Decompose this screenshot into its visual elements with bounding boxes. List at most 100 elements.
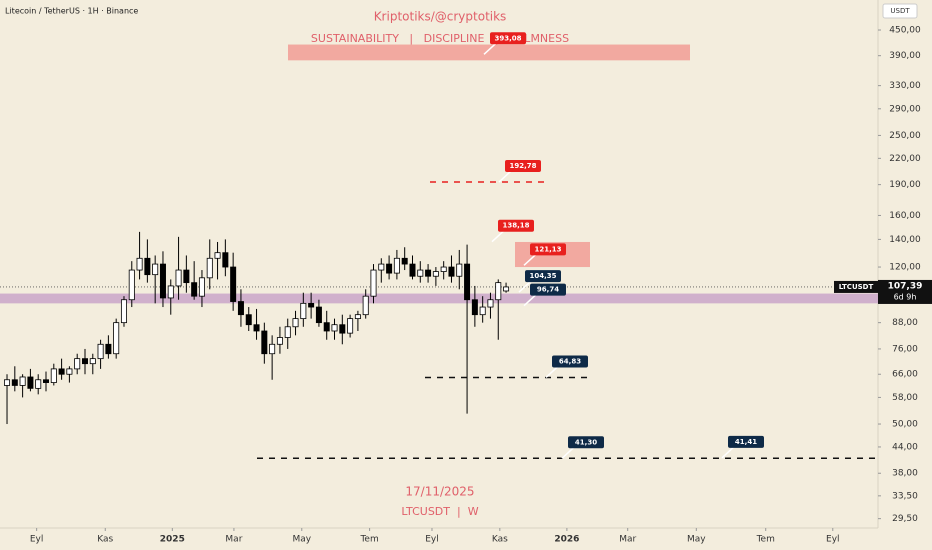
annotation-box [490,32,526,45]
annotation-tail [498,170,512,183]
price-tag-label: 107,39 [888,281,923,291]
candle-body [144,257,151,276]
annotation-tail [483,42,497,55]
candle-body [495,282,502,301]
candle-body [448,266,455,277]
annotation-box [530,283,566,296]
candle-body [4,379,11,386]
candle-body [175,269,182,287]
candle-body [331,324,338,332]
candle-body [253,324,260,332]
chart-title: Kriptotiks/@cryptotiks [374,10,507,24]
y-tick-label: 38,00 [892,469,918,479]
annotation-label: 192,78 [509,162,536,170]
annotation-tail [561,446,575,459]
annotation-box [498,219,534,232]
y-tick-label: 29,50 [892,514,918,524]
candle-body [128,269,135,301]
candle-body [66,368,73,375]
candle-body [393,257,400,274]
candle-body [183,269,190,284]
currency-box[interactable] [882,3,918,19]
candle-body [323,322,330,332]
price-tag [878,279,932,304]
annotation-tail [545,365,559,379]
y-tick-label: 88,00 [892,318,918,328]
annotation-label: 138,18 [502,222,529,230]
currency: USDT [890,7,910,15]
x-tick-label: Tem [359,535,378,545]
candle-body [464,263,471,301]
y-tick-label: 44,00 [892,442,918,452]
candle-body [503,286,510,292]
symbol-info: Litecoin / TetherUS · 1H · Binance [5,7,138,16]
candle-body [347,318,354,334]
x-tick-label: Mar [619,535,636,545]
y-tick-label: 190,00 [889,180,921,190]
x-tick-label: Kas [492,535,508,545]
candle-body [136,257,143,271]
x-tick-label: Kas [97,535,113,545]
y-tick-label: 450,00 [889,26,921,36]
annotation-tail [518,280,532,293]
candle-body [159,263,166,299]
x-tick-label: Eyl [30,535,44,545]
candle-body [214,252,221,259]
candle-body [425,269,432,277]
y-tick-label: 140,00 [889,235,921,245]
annotation-label: 41,41 [735,438,757,446]
candle-body [222,252,229,268]
candle-body [386,263,393,274]
annotation-box [568,436,604,449]
candle-body [152,263,159,276]
annotation-label: 393,08 [494,34,521,42]
y-tick-label: 330,00 [889,81,921,91]
symbol-tag-label: LTCUSDT [839,283,874,291]
y-tick-label: 120,00 [889,263,921,273]
candle-body [74,358,81,370]
candle-body [120,299,127,324]
y-tick-label: 160,00 [889,211,921,221]
y-tick-label: 250,00 [889,131,921,141]
candle-body [237,301,244,316]
candle-body [206,257,213,279]
x-tick-label: Tem [756,535,775,545]
y-tick-label: 220,00 [889,154,921,164]
annotation-tail [523,253,537,266]
annotation-box [552,355,588,368]
candle-body [58,368,65,375]
y-tick-label: 33,50 [892,491,918,501]
y-tick-label: 66,00 [892,370,918,380]
candle-body [409,263,416,277]
candle-body [11,379,18,386]
candle-body [167,285,174,299]
candle-body [487,299,494,308]
candle-body [27,376,34,389]
candle-body [89,358,96,365]
annotation-label: 121,13 [534,245,561,253]
x-tick-label: May [687,535,706,545]
annotation-label: 64,83 [559,357,581,365]
annotation-box [525,270,561,283]
zone [0,293,878,304]
y-tick-label: 76,00 [892,344,918,354]
candle-body [81,358,88,365]
footer: LTCUSDT | W [401,505,478,518]
annotation-tail [721,446,735,459]
candle-body [276,337,283,345]
annotation-label: 104,35 [529,272,556,280]
candle-body [50,368,57,383]
candle-body [97,343,104,360]
candle-body [43,379,50,383]
candle-body [339,324,346,334]
x-tick-label: Mar [225,535,242,545]
candle-body [456,263,463,277]
candle-body [245,314,252,326]
date-text: 17/11/2025 [405,485,474,499]
annotation-label: 41,30 [575,438,597,446]
candle-body [354,314,361,320]
candle-body [479,306,486,316]
candle-body [198,277,205,297]
candle-body [432,271,439,277]
